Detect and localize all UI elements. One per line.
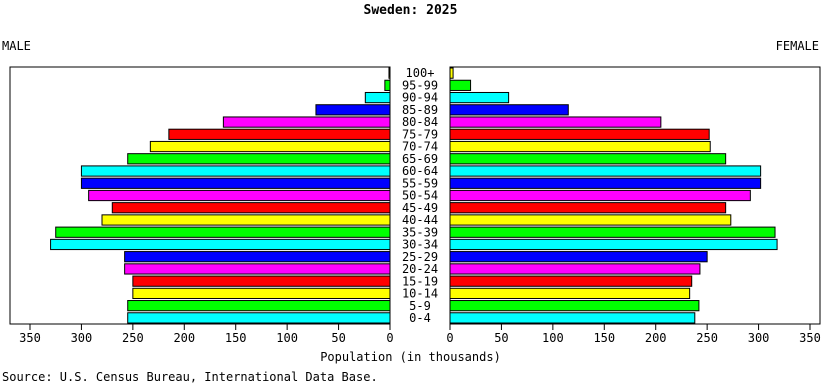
female-bar: [449, 104, 569, 116]
female-bar: [449, 226, 776, 238]
male-bar: [55, 226, 391, 238]
age-group-label: 80-84: [402, 115, 438, 129]
age-group-label: 20-24: [402, 262, 438, 276]
source-note: Source: U.S. Census Bureau, Internationa…: [2, 370, 378, 384]
female-bar: [449, 67, 454, 79]
female-bar: [449, 251, 708, 263]
male-bar: [132, 287, 391, 300]
male-bar: [388, 67, 391, 79]
female-bar: [449, 263, 701, 275]
x-axis-label: Population (in thousands): [320, 350, 501, 364]
age-group-label: 35-39: [402, 225, 438, 239]
x-tick-label: 150: [593, 331, 615, 345]
male-bar: [132, 275, 391, 287]
age-group-label: 75-79: [402, 127, 438, 141]
female-bar: [449, 214, 732, 226]
x-tick-label: 50: [331, 331, 345, 345]
age-group-label: 55-59: [402, 176, 438, 190]
age-group-label: 60-64: [402, 164, 438, 178]
male-bar: [50, 238, 391, 251]
female-bar: [449, 238, 778, 251]
male-label: MALE: [2, 39, 31, 53]
age-group-label: 85-89: [402, 103, 438, 117]
female-bar: [449, 177, 762, 189]
age-group-label: 25-29: [402, 250, 438, 264]
female-bar: [449, 189, 751, 202]
female-bar: [449, 165, 762, 177]
male-bar: [80, 177, 391, 189]
x-tick-label: 250: [122, 331, 144, 345]
age-group-label: 0-4: [409, 311, 431, 325]
male-bar: [124, 263, 391, 275]
x-tick-label: 300: [748, 331, 770, 345]
age-group-label: 45-49: [402, 201, 438, 215]
x-tick-label: 50: [494, 331, 508, 345]
male-bar: [88, 189, 391, 202]
male-bar: [168, 128, 391, 140]
age-group-label: 90-94: [402, 91, 438, 105]
x-tick-label: 250: [696, 331, 718, 345]
age-group-label: 100+: [406, 66, 435, 80]
female-bar: [449, 153, 727, 165]
female-bar: [449, 140, 711, 153]
male-bar: [149, 140, 391, 153]
female-bar: [449, 275, 693, 287]
male-bar: [222, 116, 391, 128]
male-bar: [80, 165, 391, 177]
x-tick-label: 350: [19, 331, 41, 345]
x-tick-label: 300: [71, 331, 93, 345]
age-group-label: 40-44: [402, 213, 438, 227]
age-group-label: 15-19: [402, 274, 438, 288]
female-bar: [449, 91, 510, 104]
female-bar: [449, 300, 700, 312]
male-bar: [111, 202, 391, 214]
x-tick-label: 150: [225, 331, 247, 345]
x-tick-label: 100: [542, 331, 564, 345]
x-tick-label: 200: [173, 331, 195, 345]
male-bar: [364, 91, 391, 104]
x-tick-label: 200: [645, 331, 667, 345]
female-bar: [449, 287, 691, 300]
female-bar: [449, 128, 710, 140]
male-bar: [127, 153, 391, 165]
age-group-label: 30-34: [402, 238, 438, 252]
female-label: FEMALE: [775, 39, 819, 53]
x-tick-label: 100: [276, 331, 298, 345]
male-bar: [384, 79, 391, 91]
age-group-label: 95-99: [402, 78, 438, 92]
male-bar: [124, 251, 391, 263]
female-bar: [449, 202, 727, 214]
age-group-label: 5-9: [409, 299, 431, 313]
x-tick-label: 0: [386, 331, 393, 345]
male-bar: [127, 300, 391, 312]
x-tick-label: 350: [799, 331, 821, 345]
female-bar: [449, 312, 696, 324]
chart-title: Sweden: 2025: [363, 3, 458, 18]
age-group-label: 50-54: [402, 189, 438, 203]
age-group-label: 10-14: [402, 287, 438, 301]
age-group-label: 70-74: [402, 140, 438, 154]
x-tick-label: 0: [446, 331, 453, 345]
male-bar: [101, 214, 391, 226]
male-bar: [315, 104, 391, 116]
age-group-label: 65-69: [402, 152, 438, 166]
female-bar: [449, 116, 662, 128]
female-bar: [449, 79, 472, 91]
male-bar: [127, 312, 391, 324]
